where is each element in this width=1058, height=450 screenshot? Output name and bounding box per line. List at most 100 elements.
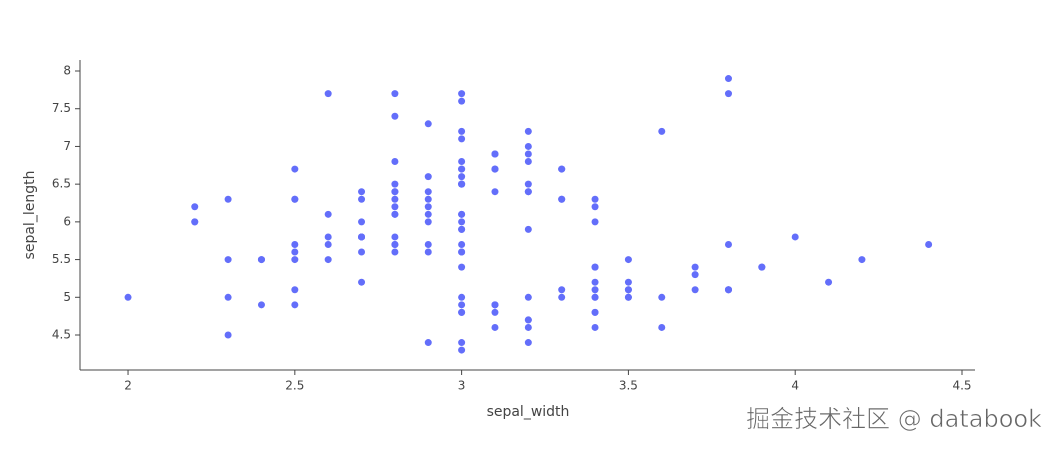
y-tick-label: 4.5 xyxy=(52,328,71,342)
point xyxy=(391,112,399,120)
point xyxy=(524,180,532,188)
point xyxy=(724,240,732,248)
point xyxy=(324,233,332,241)
point xyxy=(224,331,232,339)
y-tick-label: 6 xyxy=(63,214,71,228)
point xyxy=(458,248,466,256)
point xyxy=(724,90,732,98)
point xyxy=(224,256,232,264)
point xyxy=(458,180,466,188)
point xyxy=(591,218,599,226)
point xyxy=(624,256,632,264)
point xyxy=(358,233,366,241)
x-tick-label: 3 xyxy=(458,379,466,393)
point xyxy=(458,135,466,143)
point xyxy=(424,248,432,256)
point xyxy=(458,97,466,105)
point xyxy=(491,323,499,331)
point xyxy=(691,263,699,271)
point xyxy=(591,263,599,271)
point xyxy=(458,158,466,166)
point xyxy=(691,271,699,279)
point xyxy=(558,195,566,203)
point xyxy=(624,286,632,294)
point xyxy=(391,90,399,98)
point xyxy=(458,346,466,354)
point xyxy=(458,263,466,271)
point xyxy=(558,165,566,173)
point xyxy=(724,75,732,83)
point xyxy=(458,225,466,233)
point xyxy=(591,308,599,316)
point xyxy=(358,188,366,196)
point xyxy=(691,286,699,294)
point xyxy=(524,127,532,135)
point xyxy=(558,293,566,301)
point xyxy=(391,158,399,166)
point xyxy=(458,173,466,181)
point xyxy=(391,240,399,248)
point xyxy=(191,203,199,211)
point xyxy=(624,293,632,301)
point xyxy=(224,195,232,203)
point xyxy=(524,316,532,324)
point xyxy=(658,127,666,135)
point xyxy=(791,233,799,241)
y-tick-label: 7.5 xyxy=(52,101,71,115)
point xyxy=(358,195,366,203)
point xyxy=(291,165,299,173)
point xyxy=(391,180,399,188)
point xyxy=(491,188,499,196)
point xyxy=(558,286,566,294)
point xyxy=(391,195,399,203)
point xyxy=(458,339,466,347)
y-tick-label: 7 xyxy=(63,139,71,153)
x-tick-label: 4.5 xyxy=(952,379,971,393)
point xyxy=(291,286,299,294)
point xyxy=(458,308,466,316)
point xyxy=(424,188,432,196)
point xyxy=(524,225,532,233)
point xyxy=(324,90,332,98)
point xyxy=(358,278,366,286)
point xyxy=(458,240,466,248)
point xyxy=(458,165,466,173)
x-tick-label: 3.5 xyxy=(619,379,638,393)
point xyxy=(391,188,399,196)
point xyxy=(191,218,199,226)
point xyxy=(591,203,599,211)
point xyxy=(658,293,666,301)
point xyxy=(424,120,432,128)
point xyxy=(458,301,466,309)
point xyxy=(724,286,732,294)
point xyxy=(324,210,332,218)
point xyxy=(458,293,466,301)
point xyxy=(524,323,532,331)
point xyxy=(524,188,532,196)
point xyxy=(291,256,299,264)
point xyxy=(391,210,399,218)
point xyxy=(424,210,432,218)
point xyxy=(291,301,299,309)
point xyxy=(291,240,299,248)
point xyxy=(825,278,833,286)
point xyxy=(424,195,432,203)
y-axis-title: sepal_length xyxy=(22,171,38,260)
x-tick-label: 2 xyxy=(124,379,132,393)
point xyxy=(458,218,466,226)
point xyxy=(524,150,532,158)
point xyxy=(391,233,399,241)
point xyxy=(624,278,632,286)
point xyxy=(424,218,432,226)
point xyxy=(491,165,499,173)
x-tick-label: 4 xyxy=(791,379,799,393)
point xyxy=(658,323,666,331)
point xyxy=(491,150,499,158)
x-tick-label: 2.5 xyxy=(285,379,304,393)
point xyxy=(391,203,399,211)
point xyxy=(224,293,232,301)
point xyxy=(424,173,432,181)
point xyxy=(524,142,532,150)
y-tick-label: 6.5 xyxy=(52,177,71,191)
